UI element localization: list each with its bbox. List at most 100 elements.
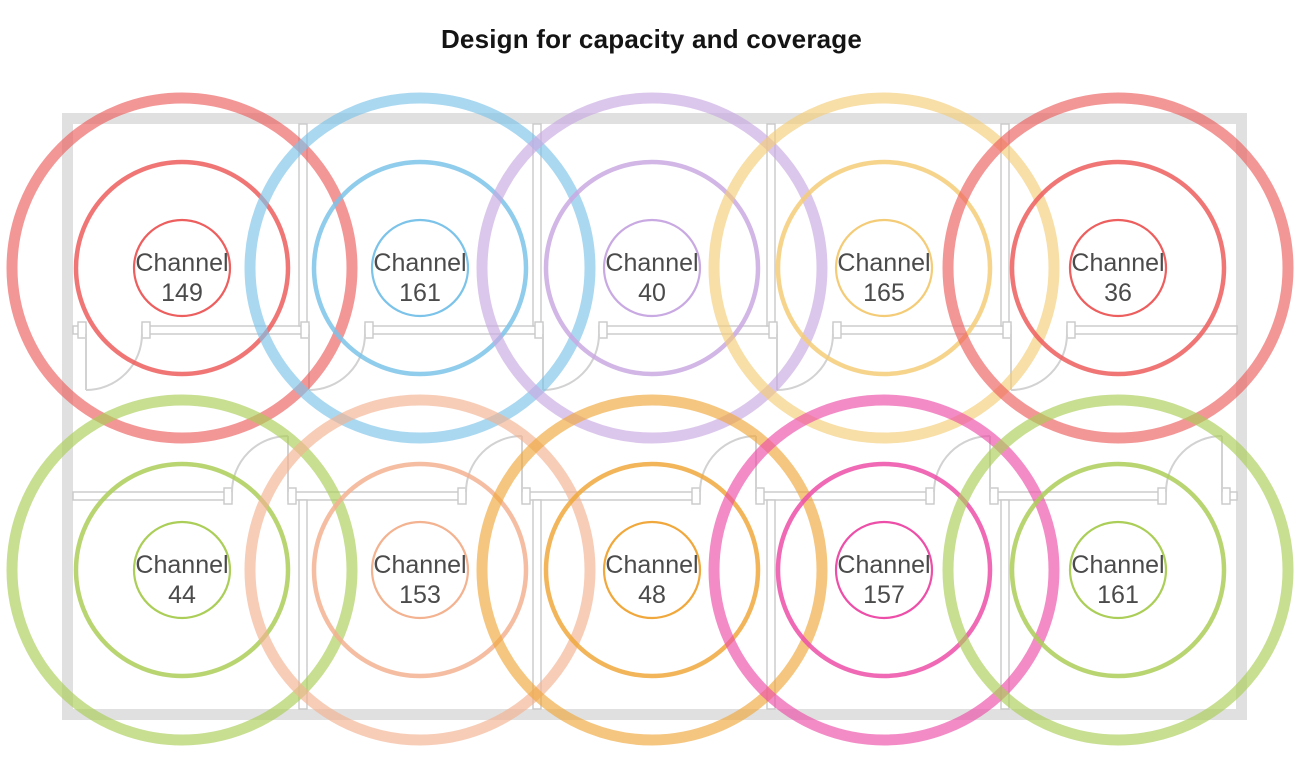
door-jamb <box>77 321 87 339</box>
door-swing <box>776 333 834 391</box>
door-swing <box>1010 333 1068 391</box>
door-jamb <box>691 487 701 505</box>
door-jamb <box>755 487 765 505</box>
ap-label-channel: Channel <box>373 249 466 277</box>
coverage-ring-inner <box>1068 520 1168 620</box>
coverage-ring-outer <box>244 394 596 746</box>
coverage-ring-mid <box>775 461 993 679</box>
coverage-ring-mid <box>73 461 291 679</box>
ap-label-channel: Channel <box>373 551 466 579</box>
coverage-ring-outer <box>708 394 1060 746</box>
coverage-ring-mid <box>543 159 761 377</box>
coverage-ring-outer <box>244 92 596 444</box>
coverage-ring-inner <box>132 520 232 620</box>
coverage-ring-outer <box>942 92 1294 444</box>
interior-wall <box>989 491 1167 501</box>
interior-wall <box>1066 325 1238 335</box>
ap-label-number: 165 <box>863 279 905 307</box>
page-title: Design for capacity and coverage <box>440 24 863 54</box>
ap-label-number: 161 <box>1097 581 1139 609</box>
coverage-ring-mid <box>1009 461 1227 679</box>
coverage-ring-inner <box>834 520 934 620</box>
interior-wall <box>598 325 778 335</box>
coverage-ring-mid <box>543 461 761 679</box>
interior-wall <box>72 491 233 501</box>
door-jamb <box>300 321 310 339</box>
interior-wall <box>141 325 310 335</box>
ap-label-number: 153 <box>399 581 441 609</box>
door-jamb <box>521 487 531 505</box>
ap-label-channel: Channel <box>605 551 698 579</box>
interior-wall <box>755 491 935 501</box>
ap-label-number: 36 <box>1104 279 1132 307</box>
door-jamb <box>1157 487 1167 505</box>
ap-label-channel: Channel <box>1071 551 1164 579</box>
coverage-ring-mid <box>775 159 993 377</box>
door-swing <box>85 333 143 391</box>
door-swing <box>1165 435 1223 493</box>
door-jamb <box>598 321 608 339</box>
coverage-layer: Channel149Channel161Channel40Channel165C… <box>6 92 1294 746</box>
door-jamb <box>534 321 544 339</box>
door-swing <box>465 435 523 493</box>
ap-label-channel: Channel <box>135 249 228 277</box>
floorplan <box>62 113 1247 720</box>
coverage-ring-inner <box>602 520 702 620</box>
door-jamb <box>141 321 151 339</box>
door-swing <box>699 435 757 493</box>
coverage-ring-mid <box>1009 159 1227 377</box>
ap-label-channel: Channel <box>1071 249 1164 277</box>
door-jamb <box>1002 321 1012 339</box>
coverage-ring-outer <box>476 92 828 444</box>
ap-label-channel: Channel <box>837 249 930 277</box>
door-jamb <box>364 321 374 339</box>
coverage-ring-inner <box>1068 218 1168 318</box>
building-outline <box>62 113 1247 720</box>
ap-label-number: 149 <box>161 279 203 307</box>
door-jamb <box>457 487 467 505</box>
coverage-ring-mid <box>311 461 529 679</box>
door-swing <box>933 435 991 493</box>
ap-label-number: 161 <box>399 279 441 307</box>
door-jamb <box>223 487 233 505</box>
door-jamb <box>989 487 999 505</box>
ap-label-channel: Channel <box>135 551 228 579</box>
coverage-ring-outer <box>708 92 1060 444</box>
door-jamb <box>925 487 935 505</box>
coverage-ring-inner <box>602 218 702 318</box>
interior-wall <box>287 491 467 501</box>
coverage-ring-inner <box>834 218 934 318</box>
ap-label-number: 48 <box>638 581 666 609</box>
ap-label-channel: Channel <box>837 551 930 579</box>
door-jamb <box>1221 487 1231 505</box>
coverage-ring-mid <box>73 159 291 377</box>
door-swing <box>542 333 600 391</box>
interior-wall <box>364 325 544 335</box>
coverage-ring-inner <box>370 520 470 620</box>
coverage-ring-mid <box>311 159 529 377</box>
interior-wall <box>532 499 542 710</box>
door-swing <box>231 435 289 493</box>
door-jamb <box>832 321 842 339</box>
coverage-ring-outer <box>476 394 828 746</box>
door-jamb <box>287 487 297 505</box>
door-jamb <box>1066 321 1076 339</box>
ap-label-channel: Channel <box>605 249 698 277</box>
coverage-ring-inner <box>132 218 232 318</box>
interior-wall <box>832 325 1012 335</box>
coverage-ring-outer <box>6 92 358 444</box>
coverage-ring-outer <box>6 394 358 746</box>
ap-label-number: 40 <box>638 279 666 307</box>
